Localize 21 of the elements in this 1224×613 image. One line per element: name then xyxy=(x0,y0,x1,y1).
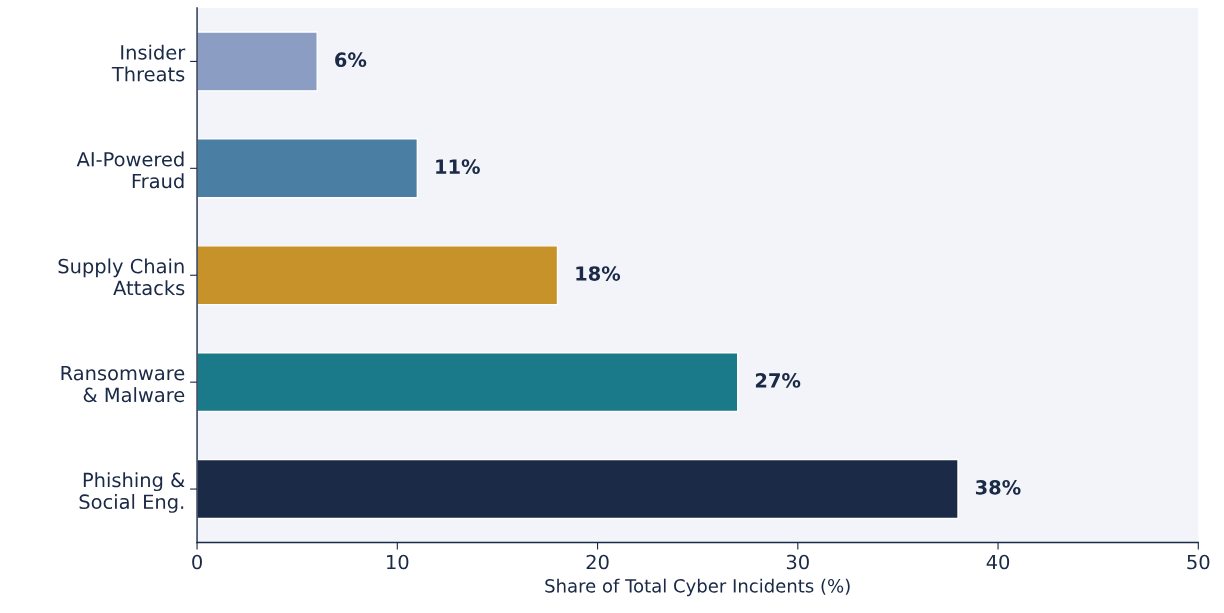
bar xyxy=(197,245,559,306)
bar xyxy=(197,138,419,199)
y-tick-label: Phishing & Social Eng. xyxy=(79,472,185,513)
bar xyxy=(197,31,318,92)
data-label: 11% xyxy=(436,159,480,174)
x-tick-label: 40 xyxy=(986,554,1010,570)
y-tick-label: Insider Threats xyxy=(111,44,186,82)
y-tick-label: Ransomware & Malware xyxy=(61,365,185,403)
data-label: 38% xyxy=(975,479,1021,495)
data-label: 27% xyxy=(755,373,801,388)
x-tick-label: 50 xyxy=(1187,554,1210,570)
y-tick-label: Supply Chain Attacks xyxy=(58,258,185,296)
x-tick-label: 0 xyxy=(192,554,202,570)
bar xyxy=(197,352,739,413)
x-axis-title: Share of Total Cyber Incidents (%) xyxy=(545,578,850,597)
y-tick-label: AI-Powered Fraud xyxy=(76,151,184,189)
data-label: 18% xyxy=(576,266,621,281)
data-label: 6% xyxy=(335,52,367,68)
x-tick-label: 30 xyxy=(786,554,809,570)
x-tick-label: 20 xyxy=(586,554,609,570)
x-tick-label: 10 xyxy=(387,554,409,570)
